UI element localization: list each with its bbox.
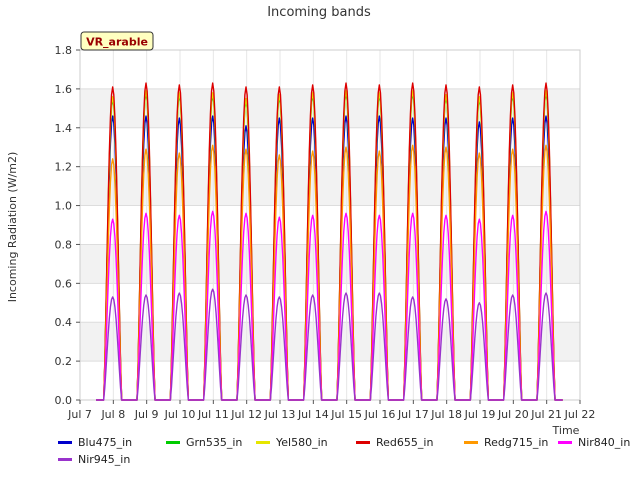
grid-bands	[80, 88, 580, 362]
x-tick-label: Jul 13	[264, 408, 296, 421]
y-tick-label: 1.0	[55, 200, 73, 213]
y-tick-label: 1.6	[55, 83, 73, 96]
legend-item-nir945_in: Nir945_in	[58, 453, 130, 466]
legend-swatch	[166, 441, 180, 444]
axes: 0.0 0.2 0.4 0.6 0.8 1.0 1.2 1.4 1.6 1.8 Jul 7 Jul 8…	[55, 44, 596, 421]
y-tick-label: 0.6	[55, 277, 73, 290]
x-tick-label: Jul 9	[134, 408, 159, 421]
y-tick-label: 1.4	[55, 122, 73, 135]
x-tick-label: Jul 16	[364, 408, 396, 421]
y-tick-label: 0.4	[55, 316, 73, 329]
grid-band	[80, 166, 580, 206]
legend-swatch	[356, 441, 370, 444]
grid-band	[80, 88, 580, 128]
x-tick-label: Jul 10	[164, 408, 196, 421]
chart-title: Incoming bands	[267, 5, 371, 20]
x-tick-label: Jul 7	[67, 408, 92, 421]
legend-item-red655_in: Red655_in	[356, 436, 433, 449]
x-axis-label: Time	[552, 424, 580, 437]
legend-item-yel580_in: Yel580_in	[256, 436, 328, 449]
x-tick-label: Jul 18	[430, 408, 462, 421]
x-tick-label: Jul 19	[464, 408, 496, 421]
grid-band	[80, 322, 580, 362]
x-tick-label: Jul 11	[197, 408, 229, 421]
y-axis-label: Incoming Radiation (W/m2)	[6, 152, 19, 303]
y-tick-label: 1.8	[55, 44, 73, 57]
series-line-nir840_in	[96, 210, 563, 401]
legend-label: Redg715_in	[484, 436, 549, 449]
grid-band	[80, 244, 580, 284]
x-tick-label: Jul 12	[230, 408, 262, 421]
x-tick-label: Jul 8	[100, 408, 125, 421]
legend-label: Nir945_in	[78, 453, 131, 466]
legend-label: Red655_in	[376, 436, 434, 449]
legend-swatch	[58, 441, 72, 444]
y-tick-label: 0.2	[55, 355, 73, 368]
x-tick-label: Jul 17	[397, 408, 429, 421]
y-tick-label: 0.0	[55, 394, 73, 407]
series-line-nir945_in	[96, 288, 563, 401]
x-tick-label: Jul 21	[530, 408, 562, 421]
x-tick-label: Jul 22	[564, 408, 596, 421]
legend-item-nir840_in: Nir840_in	[558, 436, 630, 449]
legend-label: Grn535_in	[186, 436, 243, 449]
series-layer	[96, 82, 563, 401]
site-label-box: VR_arable	[80, 31, 154, 51]
legend-swatch	[256, 441, 270, 444]
x-tick-label: Jul 15	[330, 408, 362, 421]
legend-label: Nir840_in	[578, 436, 631, 449]
legend-item-blu475_in: Blu475_in	[58, 436, 132, 449]
legend-swatch	[464, 441, 478, 444]
y-tick-label: 1.2	[55, 161, 73, 174]
legend-item-redg715_in: Redg715_in	[464, 436, 548, 449]
site-label: VR_arable	[86, 36, 148, 49]
x-tick-label: Jul 14	[297, 408, 329, 421]
legend-swatch	[58, 458, 72, 461]
legend-item-grn535_in: Grn535_in	[166, 436, 242, 449]
y-tick-label: 0.8	[55, 238, 73, 251]
legend-label: Blu475_in	[78, 436, 133, 449]
legend-swatch	[558, 441, 572, 444]
legend-label: Yel580_in	[276, 436, 328, 449]
x-tick-label: Jul 20	[497, 408, 529, 421]
